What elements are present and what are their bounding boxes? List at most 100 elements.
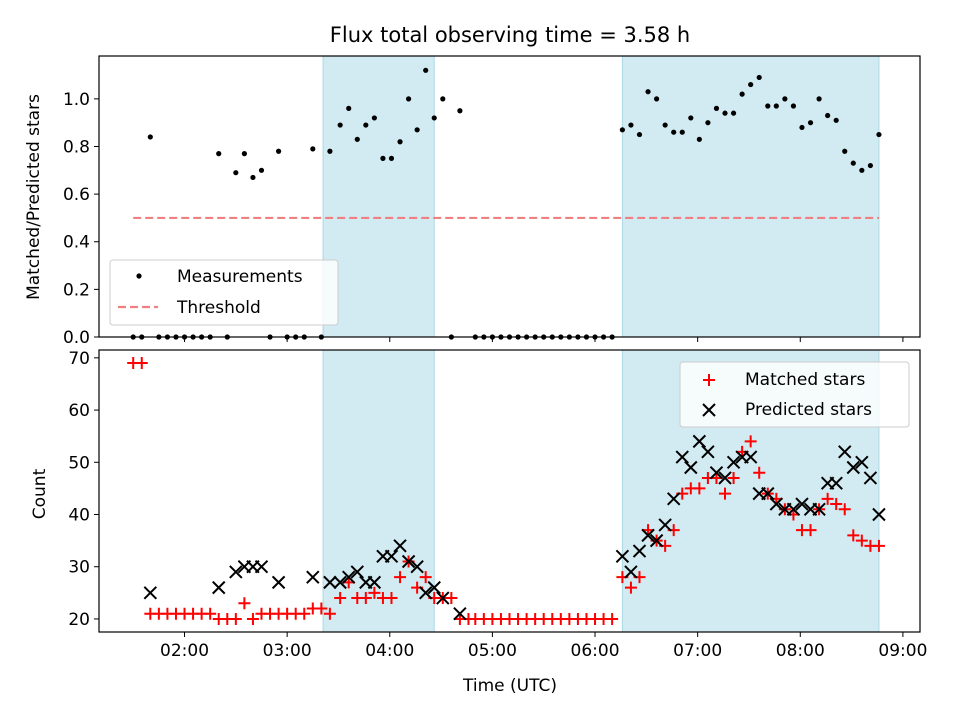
bottom-matched-stars-point [419, 571, 432, 584]
bottom-legend-box [679, 361, 910, 428]
top-measurements-point [310, 146, 316, 152]
bottom-legend: Matched stars Predicted stars [679, 361, 910, 428]
bottom-predicted-stars-point [863, 471, 878, 485]
bottom-x-tick-label: 09:00 [878, 641, 927, 661]
bottom-y-axis-label: Count [30, 468, 50, 519]
bottom-matched-stars-point [368, 586, 381, 599]
top-measurements-point [414, 127, 420, 133]
bottom-matched-stars-point [204, 607, 217, 620]
top-measurements-point [258, 167, 265, 173]
top-measurements-point [671, 129, 677, 135]
bottom-matched-stars-point [445, 592, 458, 605]
top-measurements-point [233, 170, 239, 176]
bottom-predicted-stars-point [436, 591, 450, 605]
top-measurements-point [842, 148, 848, 154]
top-y-tick-label: 0.2 [63, 280, 90, 300]
bottom-predicted-stars-point [726, 455, 741, 469]
bottom-matched-stars-point [719, 487, 732, 500]
bottom-predicted-stars-point [795, 497, 809, 511]
bottom-predicted-stars-point [350, 565, 364, 579]
bottom-x-tick-label: 07:00 [673, 641, 722, 661]
top-measurements-point [730, 110, 737, 116]
top-measurements-point [705, 120, 711, 126]
bottom-matched-stars-point [624, 581, 637, 594]
bottom-y-tick-label: 30 [68, 558, 90, 578]
x-axis-label: Time (UTC) [462, 676, 557, 696]
bottom-matched-stars-point [315, 602, 328, 615]
bottom-x-tick-label: 04:00 [365, 641, 414, 661]
top-measurements-point [688, 115, 694, 121]
top-measurements-point [431, 115, 437, 121]
top-measurements-point [748, 81, 754, 88]
bottom-predicted-stars-point [418, 586, 433, 600]
top-shaded-region-2 [621, 55, 880, 338]
matched-stars-legend-marker [703, 374, 715, 386]
bottom-matched-stars-point [606, 612, 619, 625]
bottom-x-tick-label: 02:00 [160, 641, 209, 661]
bottom-matched-stars-point [246, 612, 259, 625]
top-y-axis-label: Matched/Predicted stars [24, 94, 44, 300]
top-measurements-point [662, 122, 668, 128]
bottom-predicted-stars-point [427, 580, 441, 595]
top-measurements-point [850, 160, 856, 166]
threshold-legend-label: Threshold [176, 298, 261, 318]
bottom-predicted-stars-point [641, 528, 655, 543]
top-measurements-point [807, 120, 814, 126]
bottom-y-tick-label: 60 [68, 401, 90, 421]
top-legend-box [109, 259, 339, 326]
bottom-matched-stars-point [727, 471, 740, 484]
bottom-matched-stars-point [323, 607, 336, 620]
chart-title: Flux total observing time = 3.58 h [330, 23, 690, 47]
bottom-y-tick-label: 70 [68, 349, 90, 369]
bottom-matched-stars-point [804, 524, 817, 537]
bottom-predicted-stars-point [410, 560, 424, 574]
bottom-y-tick-label: 40 [68, 506, 90, 526]
top-measurements-point [628, 122, 634, 128]
top-measurements-point [380, 155, 386, 161]
bottom-matched-stars-point [821, 492, 834, 505]
bottom-y-tick-label: 20 [68, 610, 90, 630]
bottom-predicted-stars-point [615, 549, 630, 563]
bottom-x-tick-label: 05:00 [468, 641, 517, 661]
matched-stars-legend-label: Matched stars [745, 370, 865, 390]
top-measurements-point [696, 136, 702, 142]
top-y-tick-label: 0.4 [63, 233, 90, 253]
top-measurements-point [876, 131, 882, 138]
bottom-predicted-stars-point [229, 565, 243, 579]
top-measurements-point [825, 112, 831, 119]
bottom-predicted-stars-point [812, 502, 826, 516]
top-measurements-point [216, 151, 222, 157]
top-measurements-point [371, 115, 377, 121]
bottom-predicted-stars-point [761, 486, 775, 501]
bottom-predicted-stars-point [453, 607, 467, 621]
top-measurements-point [636, 131, 643, 138]
predicted-stars-legend-label: Predicted stars [745, 400, 872, 420]
top-measurements-point [397, 139, 403, 145]
bottom-x-tick-label: 03:00 [263, 641, 312, 661]
bottom-matched-stars-point [238, 597, 251, 610]
bottom-predicted-stars-point [709, 466, 724, 480]
top-measurements-point [722, 110, 728, 116]
bottom-predicted-stars-point [342, 570, 356, 584]
bottom-matched-stars-point [872, 539, 885, 552]
top-measurements-point [713, 105, 720, 111]
top-measurements-point [867, 162, 873, 169]
bottom-matched-stars-point [753, 466, 766, 479]
bottom-predicted-stars-point [393, 539, 407, 553]
top-measurements-point [405, 96, 412, 102]
top-measurements-point [756, 74, 762, 81]
top-measurements-point [346, 105, 352, 111]
top-measurements-point [833, 117, 839, 123]
bottom-predicted-stars-point [846, 460, 861, 475]
bottom-matched-stars-point [359, 592, 372, 605]
top-measurements-point [653, 96, 660, 102]
bottom-matched-stars-point [334, 592, 347, 605]
bottom-predicted-stars-point [384, 549, 399, 563]
top-measurements-point [773, 103, 779, 109]
bottom-predicted-stars-point [684, 460, 698, 475]
measurements-legend-marker [136, 273, 142, 279]
top-measurements-point [816, 96, 822, 102]
bottom-predicted-stars-point [271, 575, 286, 590]
bottom-predicted-stars-point [701, 445, 715, 459]
